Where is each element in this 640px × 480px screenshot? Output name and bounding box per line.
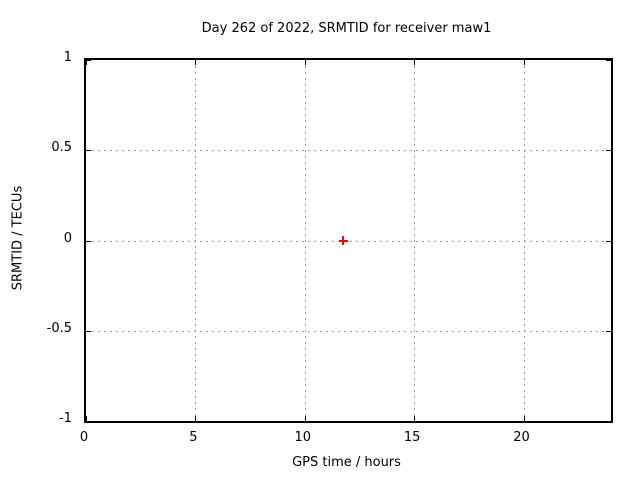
- x-tick-mark-bottom: [195, 416, 197, 421]
- y-tick-mark-left: [86, 240, 91, 242]
- y-tick-mark-right: [606, 421, 611, 422]
- y-tick-mark-left: [86, 150, 91, 152]
- x-tick-mark-top: [195, 60, 197, 65]
- y-tick-mark-right: [606, 330, 611, 332]
- plot-area: [84, 58, 613, 423]
- gridline-horizontal: [86, 330, 611, 332]
- x-tick-label: 10: [294, 430, 312, 445]
- y-tick-mark-left: [86, 60, 91, 61]
- data-point-marker: [338, 236, 348, 245]
- y-tick-label: 1: [63, 50, 72, 65]
- y-tick-mark-right: [606, 150, 611, 152]
- chart-title: Day 262 of 2022, SRMTID for receiver maw…: [201, 21, 492, 36]
- marker-vertical-bar: [342, 236, 345, 245]
- gridline-horizontal: [86, 240, 611, 242]
- y-tick-label: 0: [63, 230, 72, 246]
- x-tick-mark-bottom: [414, 416, 416, 421]
- x-tick-label: 5: [189, 430, 198, 445]
- y-tick-mark-left: [86, 330, 91, 332]
- x-tick-mark-top: [304, 60, 306, 65]
- x-tick-mark-top: [86, 60, 87, 65]
- x-tick-mark-bottom: [304, 416, 306, 421]
- y-tick-mark-right: [606, 60, 611, 61]
- x-tick-mark-bottom: [523, 416, 525, 421]
- x-tick-label: 15: [403, 430, 421, 445]
- x-tick-mark-bottom: [86, 416, 87, 421]
- x-tick-mark-top: [414, 60, 416, 65]
- y-tick-label: 0.5: [51, 140, 72, 156]
- x-tick-label: 0: [79, 430, 89, 445]
- x-tick-label: 20: [513, 430, 530, 445]
- gridline-horizontal: [86, 150, 611, 152]
- y-tick-label: -1: [59, 411, 72, 426]
- y-tick-label: -0.5: [46, 320, 72, 336]
- x-tick-mark-top: [523, 60, 525, 65]
- y-tick-mark-left: [86, 421, 91, 422]
- y-tick-mark-right: [606, 240, 611, 242]
- x-axis-label: GPS time / hours: [292, 455, 401, 470]
